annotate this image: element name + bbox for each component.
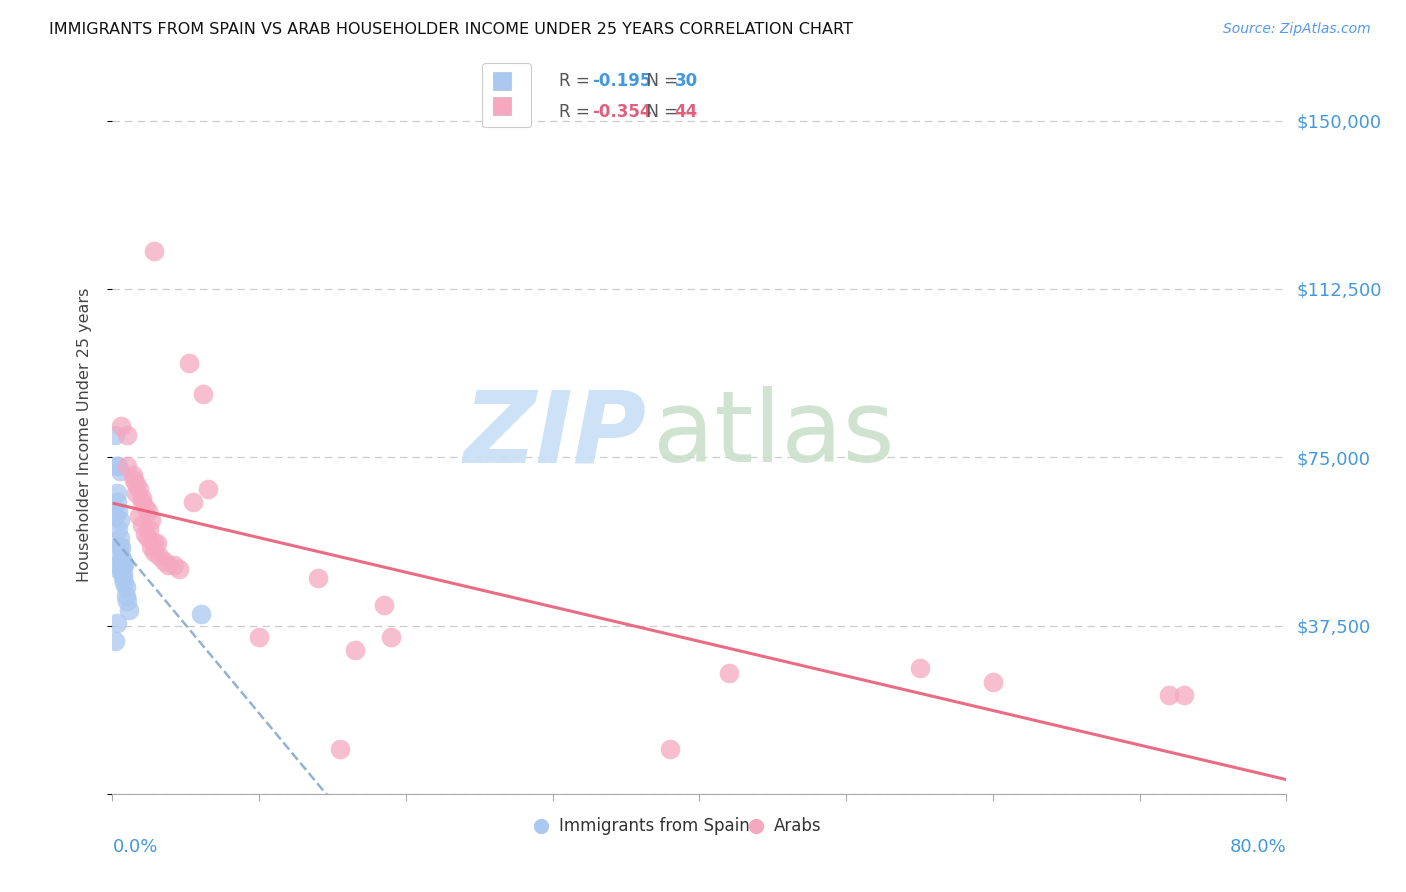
Point: [148, 549, 170, 563]
Point: [105, 495, 128, 509]
Point: [163, 558, 186, 572]
Point: [122, 468, 145, 483]
Point: [1159, 688, 1181, 702]
Point: [108, 540, 131, 554]
Point: [110, 549, 132, 563]
Point: [104, 427, 127, 442]
Point: [104, 634, 127, 648]
Point: [134, 500, 156, 514]
Point: [197, 482, 219, 496]
Point: [112, 558, 135, 572]
Point: [138, 522, 160, 536]
Point: [108, 531, 131, 545]
Point: [139, 513, 162, 527]
Text: ZIP: ZIP: [464, 386, 647, 483]
Point: [136, 531, 159, 545]
Point: [1173, 688, 1195, 702]
Point: [125, 477, 148, 491]
Point: [139, 540, 162, 554]
Point: [177, 356, 200, 370]
Text: N =: N =: [636, 72, 683, 90]
Point: [145, 535, 167, 549]
Point: [329, 742, 352, 756]
Text: 0.0%: 0.0%: [112, 838, 157, 856]
Legend: , : ,: [482, 62, 530, 128]
Text: N =: N =: [636, 103, 683, 121]
Point: [112, 576, 135, 591]
Point: [153, 553, 176, 567]
Point: [115, 427, 138, 442]
Point: [908, 661, 931, 675]
Text: R =: R =: [560, 72, 595, 90]
Point: [136, 504, 159, 518]
Point: [142, 535, 165, 549]
Text: atlas: atlas: [652, 386, 894, 483]
Text: -0.354: -0.354: [592, 103, 652, 121]
Point: [717, 665, 740, 680]
Point: [110, 562, 132, 576]
Text: 30: 30: [675, 72, 697, 90]
Point: [114, 590, 136, 604]
Point: [193, 387, 215, 401]
Text: -0.195: -0.195: [592, 72, 651, 90]
Point: [115, 459, 138, 474]
Point: [142, 244, 165, 258]
Point: [167, 562, 190, 576]
Point: [107, 522, 129, 536]
Point: [131, 491, 153, 505]
Point: [128, 508, 150, 523]
Point: [659, 742, 682, 756]
Point: [111, 566, 134, 581]
Point: [181, 495, 204, 509]
Point: [124, 473, 146, 487]
Point: [131, 495, 153, 509]
Point: [110, 553, 132, 567]
Point: [117, 603, 139, 617]
Text: 80.0%: 80.0%: [1230, 838, 1286, 856]
Point: [108, 513, 131, 527]
Point: [110, 418, 132, 433]
Point: [981, 674, 1004, 689]
Text: IMMIGRANTS FROM SPAIN VS ARAB HOUSEHOLDER INCOME UNDER 25 YEARS CORRELATION CHAR: IMMIGRANTS FROM SPAIN VS ARAB HOUSEHOLDE…: [49, 22, 853, 37]
Point: [125, 486, 148, 500]
Point: [107, 459, 129, 474]
Point: [157, 558, 180, 572]
Point: [128, 482, 150, 496]
Point: [114, 581, 136, 595]
Point: [343, 643, 366, 657]
Point: [108, 464, 131, 478]
Text: R =: R =: [560, 103, 595, 121]
Point: [111, 553, 134, 567]
Point: [111, 558, 134, 572]
Point: [107, 562, 129, 576]
Point: [105, 486, 128, 500]
Point: [142, 544, 165, 558]
Point: [373, 599, 395, 613]
Point: [111, 571, 134, 585]
Point: [110, 540, 132, 554]
Text: Source: ZipAtlas.com: Source: ZipAtlas.com: [1223, 22, 1371, 37]
Y-axis label: Householder Income Under 25 years: Householder Income Under 25 years: [77, 287, 91, 582]
Text: Arabs: Arabs: [773, 817, 821, 835]
Point: [190, 607, 212, 622]
Text: 44: 44: [675, 103, 697, 121]
Point: [105, 459, 128, 474]
Point: [104, 508, 127, 523]
Point: [107, 504, 129, 518]
Point: [115, 594, 138, 608]
Text: Immigrants from Spain: Immigrants from Spain: [558, 817, 749, 835]
Point: [131, 517, 153, 532]
Point: [380, 630, 402, 644]
Point: [105, 616, 128, 631]
Point: [307, 571, 329, 585]
Point: [247, 630, 270, 644]
Point: [134, 526, 156, 541]
